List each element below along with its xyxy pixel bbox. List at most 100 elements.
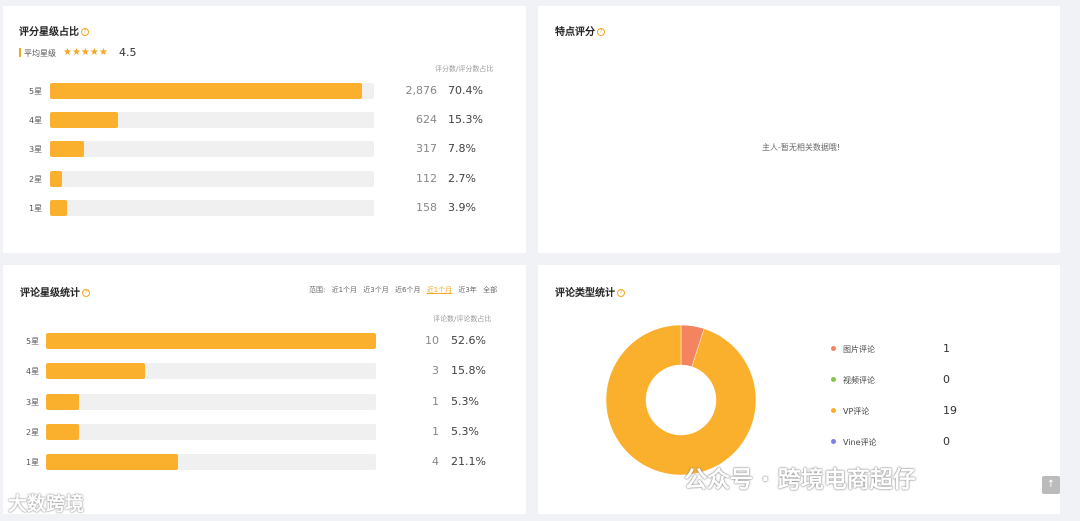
feature-card-title: 特点评分 (555, 27, 595, 38)
bar-fill (46, 333, 376, 349)
column-header: 评分数/评分数占比 (435, 65, 494, 73)
star-row-label: 5星 (26, 337, 40, 346)
bar-track (46, 393, 376, 410)
legend-label: 图片评论 (843, 345, 875, 354)
legend-value: 0 (943, 435, 950, 448)
rating-distribution-card: 评分星级占比? 平均星级 ★★★★★ 4.5 评分数/评分数占比 5星 2,876… (3, 6, 526, 253)
card-title: 评分星级占比? (19, 23, 89, 38)
percent-value: 7.8% (448, 142, 476, 156)
range-option-active[interactable]: 近1个月 (426, 286, 453, 294)
card-title: 评论类型统计? (555, 284, 625, 299)
count-value: 317 (416, 142, 437, 156)
legend-item[interactable]: 图片评论 (831, 344, 875, 355)
star-row-label: 2星 (29, 174, 43, 184)
legend-dot-icon (831, 408, 836, 413)
bar-fill (50, 83, 363, 99)
range-option[interactable]: 近6个月 (395, 286, 421, 294)
review-type-title: 评论类型统计 (555, 288, 615, 299)
star-row-label: 5星 (29, 87, 43, 96)
percent-value: 70.4% (448, 84, 483, 97)
card-title: 特点评分? (555, 23, 605, 38)
watermark-right: 公众号 · 跨境电商超仔 (684, 467, 916, 493)
review-star-card: 评论星级统计? 范围: 近1个月 近3个月 近6个月 近1个月 近3年 全部 评… (3, 265, 526, 514)
legend-dot-icon (831, 346, 836, 351)
percent-value: 3.9% (448, 200, 476, 214)
tag-marker (19, 48, 21, 57)
empty-message: 主人-暂无相关数据哦! (762, 143, 841, 152)
percent-value: 15.8% (451, 364, 486, 378)
legend-label: 视频评论 (843, 376, 875, 385)
donut-chart (605, 324, 757, 476)
bar-track (46, 363, 376, 380)
legend-label: Vine评论 (843, 438, 877, 447)
bar-fill (50, 199, 68, 216)
star-row-label: 4星 (26, 367, 40, 377)
rating-card-title: 评分星级占比 (19, 27, 79, 38)
bar-fill (46, 423, 79, 440)
star-row-label: 1星 (26, 458, 40, 468)
bar-track (46, 423, 376, 440)
count-value: 10 (425, 334, 439, 347)
star-row-label: 4星 (29, 116, 43, 126)
bar-track (46, 333, 376, 349)
count-value: 624 (416, 113, 437, 127)
percent-value: 15.3% (448, 113, 483, 127)
range-filter: 范围: 近1个月 近3个月 近6个月 近1个月 近3年 全部 (309, 285, 501, 295)
bar-track (50, 112, 374, 129)
star-row-label: 3星 (26, 397, 40, 407)
star-row-label: 3星 (29, 145, 43, 155)
arrow-up-icon[interactable]: ↑ (1042, 476, 1060, 494)
legend-label: VP评论 (843, 407, 870, 416)
star-row-label: 2星 (26, 427, 40, 437)
watermark-left: 大数跨境 (8, 493, 85, 515)
bar-fill (46, 363, 145, 380)
avg-star-label: 平均星级 (24, 49, 56, 58)
donut-slice[interactable] (605, 324, 757, 476)
count-value: 4 (432, 455, 439, 469)
bar-track (50, 83, 374, 99)
percent-value: 2.7% (448, 171, 476, 185)
range-option[interactable]: 近3个月 (363, 286, 389, 294)
legend-value: 1 (943, 342, 950, 355)
legend-dot-icon (831, 439, 836, 444)
count-value: 112 (416, 171, 437, 185)
legend-value: 0 (943, 373, 950, 386)
count-value: 158 (416, 200, 437, 214)
bar-track (50, 199, 374, 216)
bar-track (46, 454, 376, 471)
bar-fill (46, 454, 178, 471)
avg-stars-icon: ★★★★★ (63, 47, 108, 58)
review-type-card: 评论类型统计? 图片评论 1 视频评论 0 VP评论 19 Vine评论 0 (538, 265, 1060, 514)
legend-item[interactable]: Vine评论 (831, 437, 877, 448)
percent-value: 5.3% (451, 394, 479, 408)
percent-value: 21.1% (451, 455, 486, 469)
star-row-label: 1星 (29, 203, 43, 213)
help-icon[interactable]: ? (81, 28, 89, 36)
range-option[interactable]: 近3年 (458, 286, 477, 294)
count-value: 3 (432, 364, 439, 378)
percent-value: 52.6% (451, 334, 486, 347)
legend-value: 19 (943, 404, 957, 417)
help-icon[interactable]: ? (82, 289, 90, 297)
count-value: 1 (432, 394, 439, 408)
card-title: 评论星级统计? (20, 284, 90, 299)
legend-item[interactable]: 视频评论 (831, 375, 875, 386)
feature-score-card: 特点评分? 主人-暂无相关数据哦! (538, 6, 1060, 253)
column-header: 评论数/评论数占比 (433, 315, 492, 323)
legend-item[interactable]: VP评论 (831, 406, 869, 417)
range-option[interactable]: 全部 (483, 286, 498, 294)
bar-fill (50, 141, 85, 158)
bar-track (50, 170, 374, 187)
bar-track (50, 141, 374, 158)
bar-fill (50, 170, 62, 187)
count-value: 1 (432, 424, 439, 438)
help-icon[interactable]: ? (597, 28, 605, 36)
help-icon[interactable]: ? (617, 289, 625, 297)
bar-fill (50, 112, 118, 129)
bar-fill (46, 393, 79, 410)
review-star-title: 评论星级统计 (20, 288, 80, 299)
percent-value: 5.3% (451, 424, 479, 438)
avg-star-value: 4.5 (119, 46, 137, 59)
range-option[interactable]: 近1个月 (331, 286, 358, 294)
legend-dot-icon (831, 377, 836, 382)
